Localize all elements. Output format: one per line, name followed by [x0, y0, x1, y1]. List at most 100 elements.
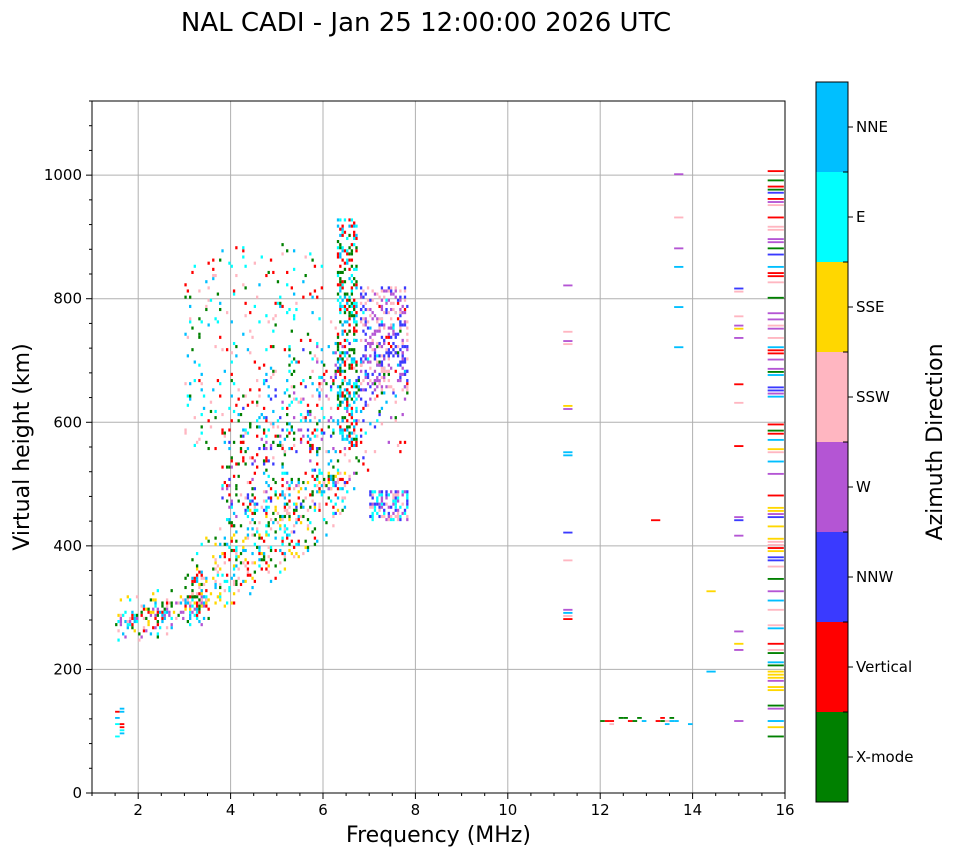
echo-point — [223, 561, 226, 565]
echo-point — [369, 379, 372, 383]
echo-point — [320, 428, 323, 432]
x-tick-label: 14 — [683, 801, 702, 819]
echo-point — [230, 372, 233, 376]
echo-point — [348, 298, 351, 302]
echo-point — [299, 502, 303, 506]
echo-point — [235, 545, 238, 549]
echo-point — [219, 301, 222, 305]
echo-point — [339, 320, 342, 324]
echo-point — [267, 545, 270, 549]
echo-point — [767, 324, 784, 327]
echo-point — [242, 579, 245, 583]
echo-point — [251, 400, 254, 404]
colorbar-segment — [816, 442, 848, 532]
echo-point — [357, 459, 360, 463]
echo-point — [237, 397, 240, 401]
echo-point — [563, 284, 573, 287]
echo-point — [154, 598, 157, 602]
echo-point — [767, 664, 784, 667]
echo-point — [378, 409, 381, 414]
echo-point — [350, 301, 354, 305]
echo-point — [292, 508, 296, 512]
echo-point — [359, 434, 363, 438]
echo-point — [357, 419, 360, 423]
echo-point — [767, 559, 784, 562]
echo-point — [239, 493, 243, 497]
echo-point — [369, 397, 372, 401]
echo-point — [239, 434, 243, 438]
echo-point — [219, 335, 222, 339]
echo-point — [186, 354, 190, 358]
echo-point — [256, 453, 259, 457]
echo-point — [122, 613, 125, 617]
echo-point — [276, 443, 280, 447]
echo-point — [394, 295, 397, 299]
echo-point — [258, 558, 261, 562]
echo-point — [258, 552, 261, 556]
echo-point — [355, 280, 358, 284]
echo-point — [205, 280, 208, 284]
echo-point — [316, 434, 319, 438]
echo-point — [371, 311, 374, 315]
echo-point — [316, 453, 319, 457]
echo-point — [339, 304, 342, 308]
echo-point — [239, 413, 243, 417]
echo-point — [355, 320, 358, 324]
echo-point — [767, 367, 784, 370]
echo-point — [265, 533, 268, 537]
echo-point — [200, 570, 203, 574]
echo-point — [281, 428, 284, 432]
echo-point — [119, 732, 125, 735]
echo-point — [389, 416, 393, 420]
echo-point — [219, 586, 222, 590]
echo-point — [232, 440, 236, 444]
echo-point — [311, 474, 314, 478]
echo-point — [228, 493, 231, 497]
echo-point — [343, 249, 347, 253]
echo-point — [376, 419, 379, 423]
echo-point — [262, 382, 266, 386]
echo-point — [394, 505, 397, 509]
echo-point — [184, 576, 187, 580]
echo-point — [145, 629, 148, 633]
echo-point — [353, 304, 356, 308]
echo-point — [348, 252, 351, 256]
echo-point — [343, 307, 347, 312]
echo-point — [297, 518, 300, 522]
echo-point — [288, 499, 291, 503]
echo-point — [343, 329, 347, 333]
echo-point — [191, 598, 194, 602]
echo-point — [674, 247, 684, 250]
echo-point — [158, 610, 162, 614]
echo-point — [343, 428, 347, 432]
echo-point — [394, 351, 397, 355]
echo-point — [251, 552, 254, 556]
echo-point — [767, 228, 784, 231]
echo-point — [288, 487, 291, 491]
echo-point — [396, 354, 400, 358]
echo-point — [269, 518, 273, 522]
echo-point — [371, 317, 374, 321]
echo-point — [406, 499, 409, 503]
echo-point — [563, 608, 573, 611]
echo-point — [767, 451, 784, 454]
echo-point — [403, 508, 407, 512]
echo-point — [265, 419, 268, 423]
echo-point — [237, 576, 240, 580]
echo-point — [246, 480, 250, 485]
echo-point — [343, 505, 347, 509]
echo-point — [283, 508, 287, 512]
echo-point — [253, 533, 257, 537]
echo-point — [230, 320, 233, 324]
echo-point — [288, 307, 291, 312]
echo-point — [380, 286, 384, 290]
echo-point — [256, 530, 259, 534]
echo-point — [359, 440, 363, 444]
echo-point — [165, 610, 169, 614]
echo-point — [249, 329, 252, 333]
echo-point — [396, 379, 400, 383]
echo-point — [262, 558, 266, 562]
echo-point — [309, 505, 312, 509]
echo-point — [332, 447, 335, 451]
echo-point — [309, 413, 312, 417]
